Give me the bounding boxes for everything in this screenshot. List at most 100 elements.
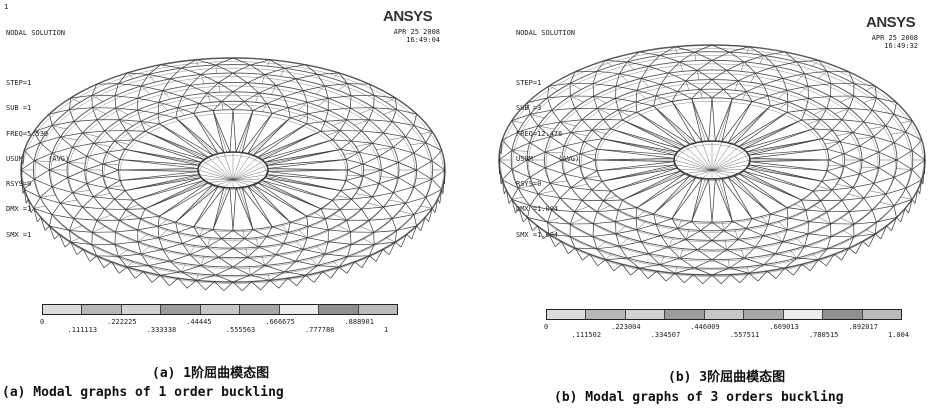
diagonal-member: [67, 177, 88, 184]
diagonal-member: [302, 237, 308, 250]
radial-member: [145, 181, 207, 209]
diagonal-member: [832, 187, 853, 191]
diagonal-member: [49, 225, 70, 231]
radial-member: [267, 273, 271, 281]
diagonal-member: [328, 229, 351, 233]
diagonal-member: [137, 241, 142, 255]
diagonal-member: [694, 51, 713, 61]
diagonal-member: [697, 240, 713, 250]
diagonal-member: [636, 112, 686, 147]
radial-member: [740, 248, 745, 259]
support-member: [27, 198, 32, 213]
diagonal-member: [762, 84, 769, 96]
diagonal-member: [148, 74, 171, 80]
diagonal-member: [320, 130, 340, 132]
diagonal-member: [162, 249, 171, 262]
diagonal-member: [283, 90, 304, 97]
radial-member: [40, 194, 56, 198]
support-member: [621, 264, 631, 276]
radial-member: [863, 97, 877, 104]
diagonal-member: [170, 78, 191, 86]
diagonal-member: [560, 197, 583, 201]
support-member: [801, 263, 811, 272]
diagonal-member: [529, 114, 539, 127]
legend-tick-label: .780515: [808, 331, 839, 339]
diagonal-member: [511, 113, 531, 121]
diagonal-member: [141, 249, 163, 255]
diagonal-member: [317, 253, 326, 266]
diagonal-member: [118, 256, 128, 268]
diagonal-member: [635, 217, 638, 230]
diagonal-member: [250, 265, 266, 276]
diagonal-member: [33, 207, 53, 215]
diagonal-member: [659, 55, 680, 63]
radial-member: [596, 108, 611, 115]
diagonal-member: [885, 193, 895, 206]
diagonal-member: [796, 61, 805, 74]
diagonal-member: [69, 230, 71, 243]
date-text: APR 25 2008: [871, 34, 918, 42]
diagonal-member: [126, 72, 149, 75]
diagonal-member: [290, 221, 308, 227]
radial-member: [797, 86, 809, 95]
diagonal-member: [559, 121, 572, 133]
diagonal-member: [544, 159, 563, 169]
support-member: [880, 225, 887, 240]
diagonal-member: [733, 175, 788, 208]
radial-member: [118, 249, 128, 257]
diagonal-member: [247, 113, 273, 154]
diagonal-member: [49, 162, 68, 171]
diagonal-member: [787, 98, 809, 103]
diagonal-member: [511, 187, 519, 200]
radial-member: [740, 61, 745, 72]
radial-member: [177, 107, 185, 116]
diagonal-member: [378, 156, 399, 163]
radial-member: [836, 183, 854, 188]
diagonal-member: [84, 163, 104, 171]
diagonal-member: [96, 208, 105, 221]
diagonal-member: [818, 248, 828, 260]
diagonal-member: [340, 187, 360, 191]
dome-structure-figure: [498, 44, 926, 285]
legend-tick-label: .888901: [344, 318, 374, 326]
radial-member: [385, 237, 396, 243]
support-member: [241, 281, 252, 292]
diagonal-member: [34, 178, 53, 188]
diagonal-member: [148, 265, 161, 276]
legend-segment: [823, 310, 863, 319]
radial-member: [747, 138, 822, 154]
diagonal-member: [782, 241, 805, 247]
diagonal-member: [832, 129, 853, 133]
center-spoke: [711, 146, 740, 171]
radial-member: [605, 60, 612, 67]
diagonal-member: [193, 186, 219, 227]
timestamp: APR 25 2008 16:49:32: [842, 34, 918, 51]
diagonal-member: [264, 265, 285, 273]
support-member: [511, 199, 516, 214]
diagonal-member: [193, 113, 225, 153]
radial-member: [560, 121, 577, 127]
radial-member: [512, 150, 528, 152]
diagonal-member: [368, 119, 393, 122]
center-spoke: [711, 164, 749, 171]
diagonal-member: [674, 267, 695, 274]
diagonal-member: [368, 220, 375, 233]
central-ring: [197, 151, 269, 189]
diagonal-member: [653, 95, 657, 107]
diagonal-member: [905, 187, 913, 200]
radial-member: [157, 219, 168, 227]
diagonal-member: [250, 274, 270, 281]
diagonal-member: [893, 199, 913, 207]
diagonal-member: [529, 193, 539, 206]
radial-member: [812, 253, 819, 260]
diagonal-member: [511, 199, 531, 207]
center-spoke: [685, 170, 713, 174]
diagonal-member: [635, 207, 638, 219]
diagonal-member: [732, 91, 747, 100]
radial-member: [591, 129, 607, 134]
diagonal-member: [39, 186, 53, 198]
radial-member: [380, 176, 399, 178]
radial-member: [343, 151, 360, 155]
diagonal-member: [324, 218, 329, 230]
diagonal-member: [677, 228, 687, 240]
